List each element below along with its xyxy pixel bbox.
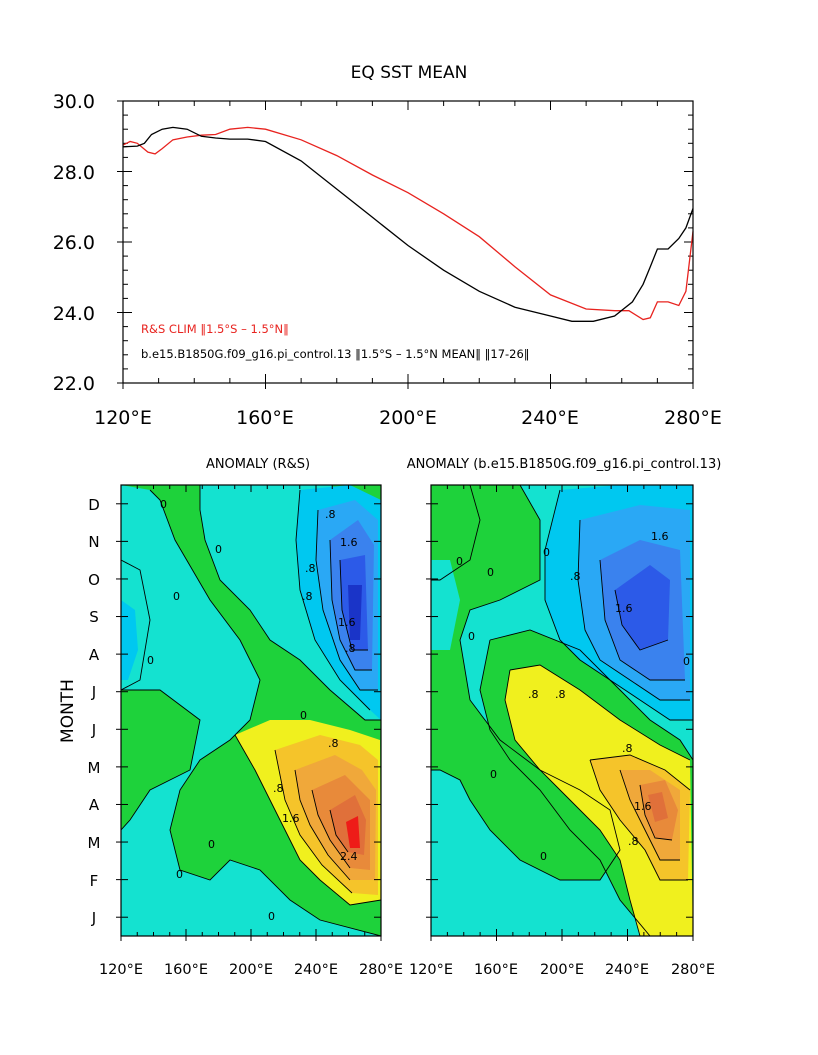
x-tick-label: 240°E	[521, 407, 579, 429]
right-contour-labels: 0 0 0 0 .8 1.6 1.6 .8 .8 .8 .8 1.6 0 0 0	[456, 530, 690, 863]
month-tick-labels: J F M A M J J A S O N D	[88, 496, 101, 927]
x-tick-label: 240°E	[605, 962, 649, 978]
contour-label: .8	[345, 642, 356, 655]
month-label: M	[88, 834, 101, 852]
contour-label: .8	[555, 688, 566, 701]
line-chart-series	[122, 126, 694, 322]
contour-label: 1.6	[634, 800, 652, 813]
contour-label: .8	[325, 508, 336, 521]
month-label: J	[91, 683, 96, 701]
x-tick-label: 200°E	[540, 962, 584, 978]
x-tick-label: 240°E	[294, 962, 338, 978]
contour-label: 0	[215, 543, 222, 556]
contour-label: .8	[622, 742, 633, 755]
contour-label: 0	[490, 768, 497, 781]
anomaly-rs-panel: ANOMALY (R&S) MONTH	[58, 457, 403, 978]
month-label: O	[88, 571, 100, 589]
y-tick-label: 30.0	[53, 91, 95, 113]
contour-label: 0	[456, 555, 463, 568]
y-tick-label: 24.0	[53, 303, 95, 325]
line-x-tick-labels: 120°E 160°E 200°E 240°E 280°E	[94, 407, 722, 429]
month-axis-label: MONTH	[58, 679, 78, 743]
x-tick-label: 160°E	[164, 962, 208, 978]
contour-label: 0	[160, 498, 167, 511]
contour-label: 0	[208, 838, 215, 851]
contour-label: .8	[305, 562, 316, 575]
left-panel-ticks	[116, 485, 382, 941]
contour-label: .8	[302, 590, 313, 603]
left-x-tick-labels: 120°E 160°E 200°E 240°E 280°E	[99, 962, 403, 978]
left-panel-title: ANOMALY (R&S)	[206, 457, 310, 472]
contour-label: 1.6	[282, 812, 300, 825]
right-panel-ticks	[426, 485, 694, 941]
x-tick-label: 200°E	[379, 407, 437, 429]
contour-label: .8	[570, 570, 581, 583]
month-label: A	[89, 796, 100, 814]
x-tick-label: 280°E	[359, 962, 403, 978]
right-x-tick-labels: 120°E 160°E 200°E 240°E 280°E	[409, 962, 715, 978]
contour-label: 0	[540, 850, 547, 863]
x-tick-label: 120°E	[99, 962, 143, 978]
contour-label: .8	[528, 688, 539, 701]
month-label: D	[88, 496, 100, 514]
model-line	[122, 126, 694, 322]
contour-label: 0	[300, 709, 307, 722]
line-chart-ticks	[117, 100, 694, 389]
x-tick-label: 120°E	[94, 407, 152, 429]
month-label: J	[91, 909, 96, 927]
contour-label: 1.6	[615, 602, 633, 615]
x-tick-label: 200°E	[229, 962, 273, 978]
x-tick-label: 280°E	[671, 962, 715, 978]
contour-label: .8	[328, 737, 339, 750]
line-y-tick-labels: 30.0 28.0 26.0 24.0 22.0	[53, 91, 95, 395]
contour-label: 0	[268, 910, 275, 923]
y-tick-label: 22.0	[53, 373, 95, 395]
x-tick-label: 120°E	[409, 962, 453, 978]
contour-label: 1.6	[338, 616, 356, 629]
x-tick-label: 280°E	[664, 407, 722, 429]
month-label: F	[90, 872, 99, 890]
sst-line-chart: EQ SST MEAN 30.0 28.0 26.0 24.0 22.0 120…	[53, 63, 722, 429]
contour-label: .8	[273, 782, 284, 795]
legend-model: b.e15.B1850G.f09_g16.pi_control.13 ‖1.5°…	[141, 347, 530, 361]
contour-label: 0	[468, 630, 475, 643]
contour-label: 0	[176, 868, 183, 881]
anomaly-model-panel: ANOMALY (b.e15.B1850G.f09_g16.pi_control…	[407, 457, 722, 978]
contour-label: 0	[683, 655, 690, 668]
month-label: S	[89, 608, 99, 626]
contour-label: 1.6	[340, 536, 358, 549]
line-chart-frame	[122, 100, 694, 384]
month-label: J	[91, 721, 96, 739]
month-label: M	[88, 759, 101, 777]
contour-label: 1.6	[651, 530, 669, 543]
line-chart-title: EQ SST MEAN	[351, 63, 468, 83]
right-panel-title: ANOMALY (b.e15.B1850G.f09_g16.pi_control…	[407, 457, 722, 472]
left-contour-labels: 0 0 0 0 .8 .8 .8 .8 1.6 1.6 .8 .8 1.6 2.…	[147, 498, 358, 923]
rs-clim-line	[122, 126, 694, 321]
x-tick-label: 160°E	[474, 962, 518, 978]
x-tick-label: 160°E	[236, 407, 294, 429]
contour-label: 0	[543, 546, 550, 559]
contour-label: 0	[147, 654, 154, 667]
contour-label: 2.4	[340, 850, 358, 863]
month-label: A	[89, 646, 100, 664]
contour-label: 0	[173, 590, 180, 603]
contour-label: .8	[628, 835, 639, 848]
y-tick-label: 28.0	[53, 162, 95, 184]
right-contour-fill: 0 0 0 0 .8 1.6 1.6 .8 .8 .8 .8 1.6 0 0 0	[431, 485, 693, 936]
contour-label: 0	[487, 566, 494, 579]
month-label: N	[88, 533, 99, 551]
legend-rs-clim: R&S CLIM ‖1.5°S – 1.5°N‖	[141, 322, 289, 336]
left-contour-fill: 0 0 0 0 .8 .8 .8 .8 1.6 1.6 .8 .8 1.6 2.…	[121, 485, 381, 936]
y-tick-label: 26.0	[53, 232, 95, 254]
